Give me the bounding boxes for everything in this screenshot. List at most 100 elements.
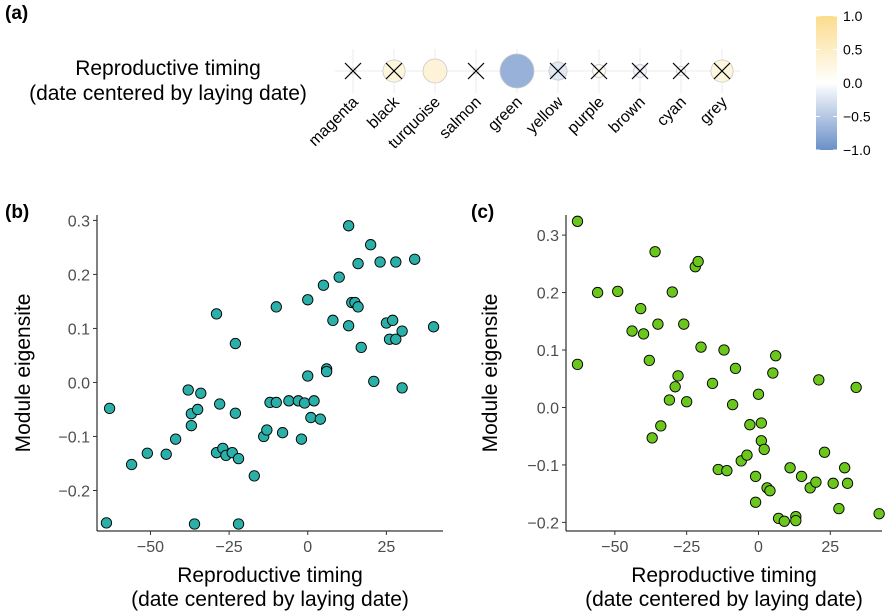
- data-point: [374, 256, 386, 268]
- data-point: [182, 384, 194, 396]
- data-point: [409, 253, 421, 265]
- data-point: [672, 370, 684, 382]
- nonsignificant-cross-icon: [672, 62, 690, 80]
- data-point: [305, 411, 317, 424]
- data-point: [755, 417, 767, 429]
- data-point: [790, 515, 802, 527]
- data-point: [355, 341, 367, 353]
- data-point: [327, 314, 339, 326]
- data-point: [770, 350, 782, 362]
- data-point: [317, 279, 330, 291]
- data-point: [749, 496, 762, 508]
- data-point: [427, 321, 440, 333]
- data-point: [767, 367, 779, 379]
- data-point: [571, 358, 584, 371]
- data-point: [308, 395, 320, 407]
- y-tick-label: 0.0: [68, 375, 90, 392]
- x-tick-label: −25: [673, 539, 700, 556]
- data-point: [744, 419, 756, 431]
- data-point: [655, 420, 667, 432]
- y-tick-label: 0.1: [537, 343, 559, 360]
- colorbar-tick-label: −1.0: [843, 142, 871, 158]
- nonsignificant-cross-icon: [631, 62, 649, 80]
- heatmap-module-label: grey: [697, 94, 731, 128]
- data-point: [390, 256, 402, 268]
- y-tick-label: 0.2: [68, 267, 90, 284]
- data-point: [295, 433, 308, 445]
- heatmap-module-label: black: [364, 93, 403, 132]
- data-point: [784, 462, 796, 474]
- nonsignificant-cross-icon: [344, 62, 362, 80]
- panel-b-tag: (b): [5, 202, 29, 223]
- panel-c-tag: (c): [471, 202, 494, 223]
- data-point: [276, 427, 289, 439]
- data-point: [232, 518, 245, 530]
- x-tick-label: 25: [377, 539, 395, 556]
- data-point: [795, 470, 808, 483]
- data-point: [229, 407, 242, 419]
- y-tick-label: 0.3: [68, 213, 90, 230]
- data-point: [214, 398, 226, 410]
- data-point: [248, 470, 260, 482]
- data-point: [612, 285, 624, 298]
- data-point: [678, 318, 690, 330]
- data-point: [839, 462, 851, 474]
- data-point: [718, 344, 730, 356]
- data-point: [752, 388, 765, 400]
- data-point: [841, 477, 854, 489]
- data-point: [706, 377, 719, 389]
- data-point: [749, 470, 762, 483]
- data-point: [729, 362, 742, 375]
- data-point: [261, 424, 273, 436]
- heatmap-module-label: brown: [606, 94, 649, 137]
- nonsignificant-cross-icon: [385, 62, 403, 80]
- heatmap-module-label: green: [485, 94, 526, 135]
- y-tick-label: 0.2: [537, 286, 559, 303]
- data-point: [663, 394, 676, 406]
- heatmap-cells: [344, 53, 734, 89]
- scatter-panel-b: (b) −0.2 −0.1 0.0 0.1 0.2 0.3 −50 −25 0 25 Reprodu…: [5, 202, 443, 611]
- data-point: [283, 395, 295, 407]
- data-point: [669, 381, 681, 393]
- data-point: [649, 246, 661, 258]
- data-point: [302, 370, 314, 382]
- heatmap-module-label: yellow: [523, 93, 567, 137]
- x-tick-label: −25: [216, 539, 243, 556]
- data-point: [764, 485, 776, 497]
- data-point: [646, 432, 658, 444]
- data-point: [390, 333, 402, 345]
- nonsignificant-cross-icon: [549, 62, 567, 80]
- data-point: [100, 517, 113, 529]
- data-point: [141, 447, 153, 459]
- data-point: [232, 452, 245, 465]
- data-point: [813, 374, 825, 386]
- y-tick-label: −0.2: [527, 515, 559, 532]
- colorbar-tick-label: −0.5: [843, 109, 871, 125]
- nonsignificant-cross-icon: [467, 62, 485, 80]
- data-point: [741, 449, 753, 461]
- data-point: [396, 325, 408, 337]
- data-point: [635, 303, 647, 315]
- colorbar-tick-label: 0.5: [843, 42, 863, 58]
- x-tick-label: 25: [821, 539, 839, 556]
- data-point: [192, 403, 204, 416]
- data-point: [396, 382, 408, 394]
- heatmap-module-label: purple: [564, 94, 608, 138]
- heatmap-cell: [422, 58, 448, 84]
- data-point: [270, 396, 282, 409]
- x-axis-title-line1: Reproductive timing: [177, 564, 363, 587]
- x-tick-label: 0: [303, 539, 312, 556]
- data-point: [185, 420, 198, 432]
- heatmap-cell: [499, 53, 535, 89]
- data-point: [637, 328, 650, 340]
- data-point: [571, 215, 584, 227]
- data-point: [195, 387, 207, 399]
- data-point: [352, 301, 364, 313]
- data-point: [833, 502, 845, 515]
- data-point: [229, 337, 242, 350]
- data-point: [169, 433, 182, 445]
- data-point: [778, 515, 790, 527]
- data-point: [352, 257, 364, 270]
- data-point: [666, 286, 678, 298]
